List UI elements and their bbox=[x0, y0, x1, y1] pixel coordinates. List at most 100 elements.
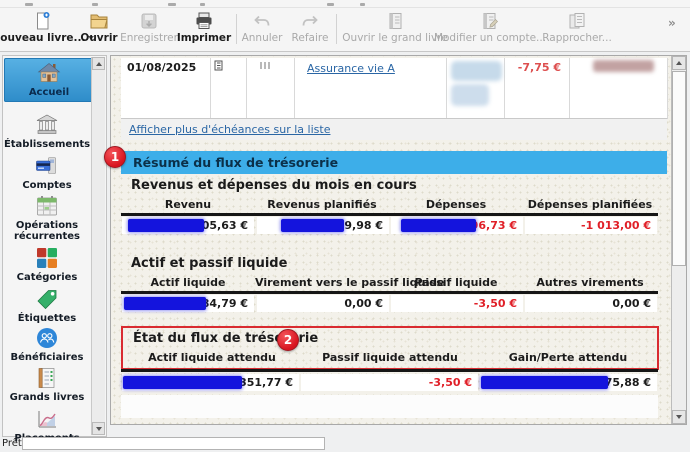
summary-header-bar: Résumé du flux de trésorerie bbox=[121, 151, 667, 174]
main-scrollbar[interactable] bbox=[671, 56, 686, 424]
censor-bar bbox=[124, 297, 206, 310]
menu-mark bbox=[25, 3, 33, 6]
new-book-button[interactable]: Nouveau livre... bbox=[0, 11, 95, 44]
column-divider bbox=[504, 58, 505, 118]
annotation-badge-1: 1 bbox=[104, 146, 126, 168]
triangle-down-icon bbox=[676, 415, 682, 419]
column-divider bbox=[294, 58, 295, 118]
toolbar-separator bbox=[336, 14, 337, 44]
column-divider bbox=[246, 58, 247, 118]
tag-icon bbox=[37, 290, 57, 310]
status-bar: Prêt. bbox=[0, 434, 690, 452]
menu-mark bbox=[327, 3, 334, 6]
sidebar-item-etablissements[interactable]: Établissements bbox=[3, 113, 91, 150]
state-section-box: État du flux de trésorerie Actif liquide… bbox=[121, 326, 659, 370]
scroll-down-button[interactable] bbox=[92, 422, 105, 435]
undo-button[interactable]: Annuler bbox=[240, 11, 284, 44]
toolbar-label: Modifier un compte... bbox=[433, 32, 547, 44]
schedule-amount: -7,75 € bbox=[517, 61, 561, 74]
show-more-link[interactable]: Afficher plus d'échéances sur la liste bbox=[129, 123, 331, 136]
triangle-up-icon bbox=[676, 61, 682, 65]
value-cell-actif-liquide: 284,79 € bbox=[122, 295, 254, 312]
censor-bar bbox=[123, 376, 242, 389]
toolbar-label: Rapprocher... bbox=[542, 32, 612, 44]
value-cell-autres-virements: 0,00 € bbox=[525, 295, 657, 312]
toolbar: Nouveau livre... Ouvrir Enregistrer bbox=[0, 8, 690, 52]
column-divider bbox=[210, 58, 211, 118]
scroll-up-button[interactable] bbox=[672, 56, 686, 70]
column-header: Actif liquide bbox=[150, 276, 226, 289]
open-folder-icon bbox=[90, 14, 108, 29]
column-header: Virement vers le passif liquide bbox=[255, 276, 445, 289]
status-text: Prêt. bbox=[2, 438, 25, 449]
schedule-date: 01/08/2025 bbox=[127, 61, 197, 74]
column-header: Revenus planifiés bbox=[267, 198, 377, 211]
open-button[interactable]: Ouvrir bbox=[80, 11, 118, 44]
toolbar-separator bbox=[236, 14, 237, 44]
column-header: Gain/Perte attendu bbox=[508, 351, 628, 364]
sidebar-scrollbar[interactable] bbox=[91, 57, 105, 435]
ledger-glyph-icon bbox=[214, 60, 223, 71]
toolbar-label: Ouvrir bbox=[80, 32, 118, 44]
triangle-down-icon bbox=[95, 426, 102, 431]
column-header: Dépenses bbox=[425, 198, 487, 211]
sidebar-item-beneficiaires[interactable]: Bénéficiaires bbox=[3, 326, 91, 363]
redo-icon bbox=[302, 15, 318, 26]
income-section-title: Revenus et dépenses du mois en cours bbox=[131, 178, 417, 193]
column-divider bbox=[446, 58, 447, 118]
sidebar: Accueil Établissements Comptes bbox=[2, 55, 107, 444]
scroll-down-button[interactable] bbox=[672, 410, 686, 424]
value-cell-passif-attendu: -3,50 € bbox=[301, 374, 478, 391]
schedule-table[interactable]: 01/08/2025 Assurance vie A -7,75 € bbox=[121, 58, 668, 119]
sidebar-item-label: Accueil bbox=[28, 87, 70, 98]
column-header: Dépenses planifiées bbox=[527, 198, 653, 211]
sidebar-item-label: Catégories bbox=[16, 272, 78, 283]
toolbar-label: Imprimer bbox=[176, 32, 232, 44]
menu-mark bbox=[168, 3, 176, 6]
column-header: Passif liquide bbox=[414, 276, 498, 289]
ledgers-icon bbox=[38, 368, 55, 388]
menu-mark bbox=[200, 3, 205, 6]
redo-button[interactable]: Refaire bbox=[288, 11, 332, 44]
sidebar-item-etiquettes[interactable]: Étiquettes bbox=[3, 287, 91, 324]
value-cell-depenses-planifiees: -1 013,00 € bbox=[525, 217, 657, 234]
dropdown-caret-icon bbox=[88, 36, 95, 40]
censored-blob bbox=[593, 60, 654, 72]
repeat-glyph-icon bbox=[260, 62, 270, 69]
toolbar-label: Ouvrir le grand livre bbox=[342, 32, 448, 44]
scroll-up-button[interactable] bbox=[92, 57, 105, 70]
edit-account-icon bbox=[483, 13, 498, 29]
save-icon bbox=[141, 13, 157, 29]
value-cell-depenses: 96,73 € bbox=[391, 217, 523, 234]
censor-bar bbox=[401, 219, 476, 232]
value-cell-revenus-planifies: 79,98 € bbox=[257, 217, 389, 234]
save-button[interactable]: Enregistrer bbox=[120, 11, 178, 44]
sidebar-item-comptes[interactable]: Comptes bbox=[3, 154, 91, 191]
sidebar-item-label: Établissements bbox=[3, 139, 91, 150]
column-header: Revenu bbox=[164, 198, 212, 211]
annotation-badge-2: 2 bbox=[277, 329, 299, 351]
chart-icon bbox=[38, 411, 56, 428]
sidebar-item-label: Étiquettes bbox=[17, 313, 77, 324]
scrollbar-thumb[interactable] bbox=[672, 71, 686, 266]
censor-bar bbox=[281, 219, 344, 232]
edit-account-button[interactable]: Modifier un compte... bbox=[433, 11, 547, 44]
state-section-title: État du flux de trésorerie bbox=[133, 331, 319, 346]
menu-mark bbox=[360, 3, 365, 6]
value-cell-virement-passif: 0,00 € bbox=[257, 295, 389, 312]
payee-link[interactable]: Assurance vie A bbox=[307, 62, 395, 75]
toolbar-label: Refaire bbox=[291, 32, 329, 44]
reconcile-button[interactable]: Rapprocher... bbox=[540, 11, 614, 44]
new-document-icon bbox=[37, 12, 50, 30]
sidebar-item-accueil[interactable]: Accueil bbox=[4, 58, 94, 102]
toolbar-label: Nouveau livre... bbox=[0, 32, 95, 44]
sidebar-item-categories[interactable]: Catégories bbox=[3, 246, 91, 283]
empty-row-strip bbox=[121, 395, 658, 418]
sidebar-item-operations-recurrentes[interactable]: Opérations récurrentes bbox=[3, 194, 91, 242]
open-ledger-button[interactable]: Ouvrir le grand livre bbox=[342, 11, 448, 44]
print-button[interactable]: Imprimer bbox=[176, 11, 232, 44]
toolbar-overflow-chevron[interactable]: » bbox=[668, 16, 676, 30]
menu-mark bbox=[92, 3, 98, 6]
sidebar-item-grands-livres[interactable]: Grands livres bbox=[3, 366, 91, 403]
